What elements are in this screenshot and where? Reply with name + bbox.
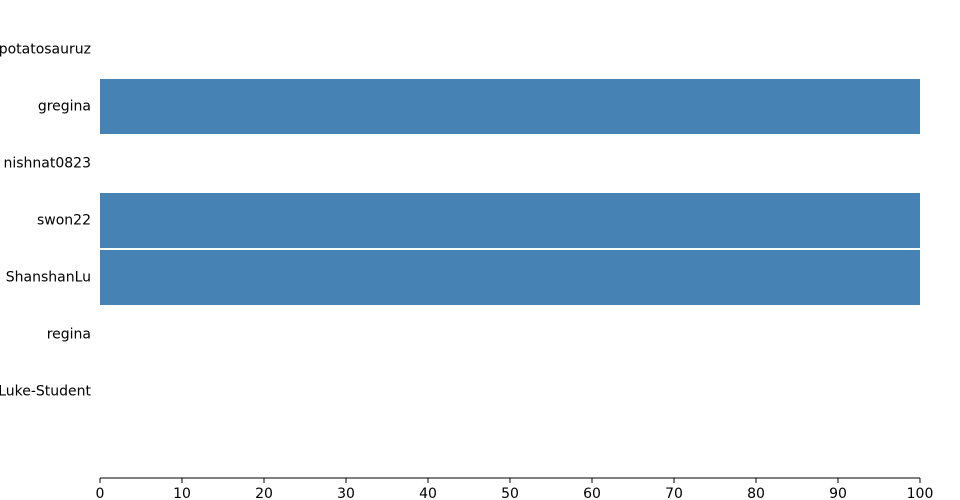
category-label-regina: regina: [47, 327, 91, 343]
x-axis: 0 10 20 30 40 50 60 70 80 90 100: [96, 477, 934, 500]
category-label-gregina: gregina: [38, 99, 91, 115]
category-label-nishnat0823: nishnat0823: [4, 156, 92, 172]
x-tick-label: 90: [829, 486, 847, 500]
x-tick-label: 50: [501, 486, 519, 500]
x-tick-label: 70: [665, 486, 683, 500]
bar-shanshanlu: [100, 250, 920, 305]
bars-group: [100, 79, 920, 305]
bar-swon22: [100, 193, 920, 248]
x-tick-label: 20: [255, 486, 273, 500]
bar-gregina: [100, 79, 920, 134]
x-tick-label: 10: [173, 486, 191, 500]
category-labels: potatosauruz gregina nishnat0823 swon22 Shan…: [0, 42, 92, 400]
category-label-shanshanlu: ShanshanLu: [6, 270, 91, 286]
x-tick-label: 80: [747, 486, 765, 500]
category-label-luke-student: Luke-Student: [0, 384, 92, 400]
x-tick-label: 100: [907, 486, 934, 500]
x-tick-label: 30: [337, 486, 355, 500]
category-label-swon22: swon22: [37, 213, 91, 229]
category-label-potatosauruz: potatosauruz: [0, 42, 91, 58]
x-tick-label: 60: [583, 486, 601, 500]
x-tick-label: 40: [419, 486, 437, 500]
x-tick-label: 0: [96, 486, 105, 500]
